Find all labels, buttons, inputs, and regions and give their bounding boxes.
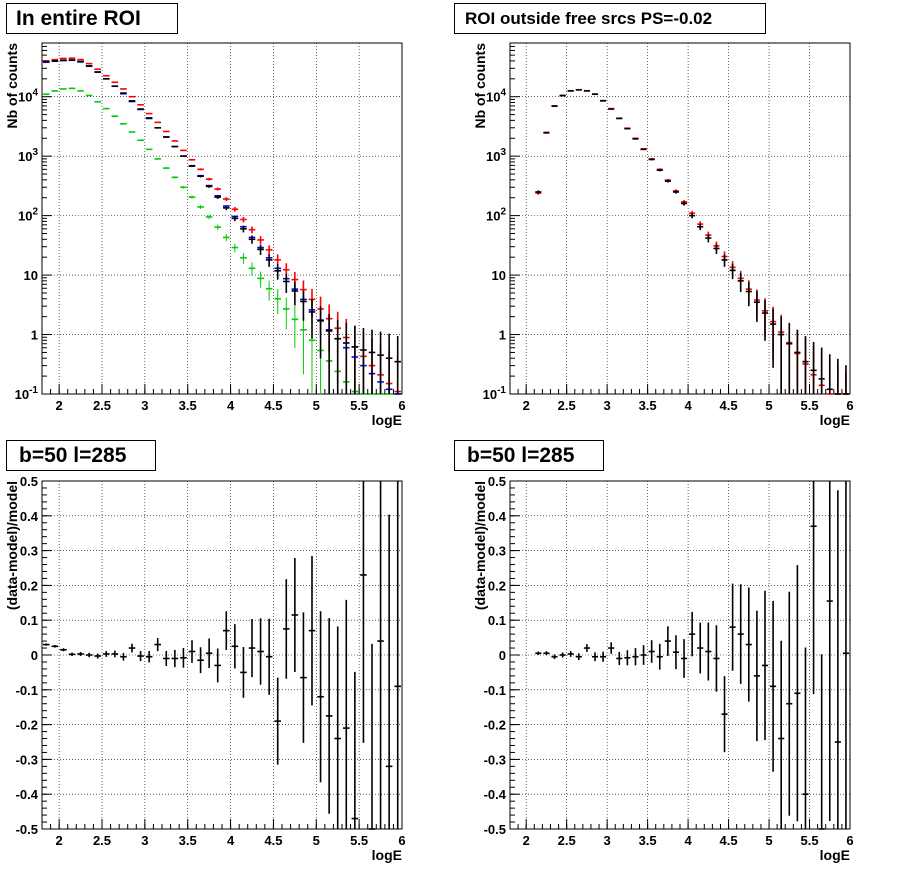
- x-tick-label: 4.5: [720, 833, 738, 848]
- x-tick-label: 4: [227, 398, 235, 413]
- y-tick-label: -0.5: [16, 822, 38, 837]
- x-tick-label: 6: [398, 833, 405, 848]
- x-tick-label: 5: [765, 398, 772, 413]
- x-tick-label: 3: [604, 398, 611, 413]
- x-tick-label: 4.5: [720, 398, 738, 413]
- x-tick-label: 2.5: [558, 398, 576, 413]
- x-tick-label: 4.5: [264, 398, 282, 413]
- x-axis-label: logE: [372, 847, 402, 863]
- panel-title-2: ROI outside free srcs PS=-0.02: [454, 3, 766, 34]
- x-tick-label: 6: [846, 398, 853, 413]
- y-tick-label: 0: [499, 648, 506, 663]
- y-tick-label: 10-1: [15, 385, 39, 402]
- x-tick-label: 2: [56, 833, 63, 848]
- y-tick-label: 0.4: [20, 509, 39, 524]
- y-tick-label: -0.1: [484, 683, 506, 698]
- y-tick-label: -0.2: [484, 718, 506, 733]
- y-tick-label: 10-1: [483, 385, 507, 402]
- y-tick-label: 0.2: [488, 578, 506, 593]
- y-tick-label: 0.3: [488, 544, 506, 559]
- panel-title-3: b=50 l=285: [6, 440, 156, 471]
- y-tick-label: 104: [486, 88, 506, 105]
- y-tick-label: 103: [18, 147, 38, 164]
- panel-3: [41, 480, 403, 830]
- x-axis-label: logE: [820, 847, 850, 863]
- x-tick-label: 2: [523, 833, 530, 848]
- y-tick-label: 104: [18, 88, 38, 105]
- x-tick-label: 5: [313, 833, 320, 848]
- x-tick-label: 4: [227, 833, 235, 848]
- y-tick-label: 0.1: [20, 613, 38, 628]
- x-tick-label: 5: [765, 833, 772, 848]
- plot-frame: [41, 42, 403, 395]
- x-tick-label: 3.5: [179, 833, 197, 848]
- x-tick-label: 3.5: [179, 398, 197, 413]
- y-axis-label: (data-model)/model: [4, 481, 20, 610]
- y-tick-label: 0.2: [20, 578, 38, 593]
- panel-title-4: b=50 l=285: [454, 440, 604, 471]
- y-tick-label: -0.2: [16, 718, 38, 733]
- y-tick-label: 102: [18, 207, 38, 224]
- x-tick-label: 2.5: [93, 398, 111, 413]
- x-tick-label: 4: [684, 398, 692, 413]
- x-tick-label: 2: [523, 398, 530, 413]
- panel-title-1: In entire ROI: [6, 3, 178, 34]
- x-axis-label: logE: [820, 412, 850, 428]
- y-tick-label: -0.1: [16, 683, 38, 698]
- y-tick-label: 0.4: [488, 509, 507, 524]
- x-tick-label: 4.5: [264, 833, 282, 848]
- y-tick-label: -0.4: [16, 787, 39, 802]
- x-tick-label: 6: [398, 398, 405, 413]
- y-tick-label: -0.4: [484, 787, 507, 802]
- y-tick-label: 10: [492, 268, 506, 283]
- x-tick-label: 5.5: [800, 398, 818, 413]
- x-tick-label: 3.5: [639, 833, 657, 848]
- y-tick-label: 0.5: [20, 474, 38, 489]
- y-axis-label: Nb of counts: [472, 43, 488, 129]
- y-axis-label: Nb of counts: [4, 43, 20, 129]
- x-tick-label: 5.5: [350, 833, 368, 848]
- panel-1: [41, 42, 403, 395]
- x-tick-label: 3: [141, 833, 148, 848]
- y-tick-label: 103: [486, 147, 506, 164]
- x-tick-label: 2.5: [93, 833, 111, 848]
- x-tick-label: 5: [313, 398, 320, 413]
- y-tick-label: -0.3: [484, 752, 506, 767]
- y-tick-label: 1: [31, 328, 38, 343]
- panel-2: [509, 42, 851, 395]
- y-tick-label: 0.1: [488, 613, 506, 628]
- y-tick-label: 10: [24, 268, 38, 283]
- x-tick-label: 6: [846, 833, 853, 848]
- panel-4: [509, 480, 851, 830]
- x-tick-label: 5.5: [350, 398, 368, 413]
- y-tick-label: 0.3: [20, 544, 38, 559]
- y-tick-label: 1: [499, 328, 506, 343]
- x-axis-label: logE: [372, 412, 402, 428]
- x-tick-label: 5.5: [800, 833, 818, 848]
- x-tick-label: 3.5: [639, 398, 657, 413]
- y-tick-label: 102: [486, 207, 506, 224]
- y-axis-label: (data-model)/model: [472, 481, 488, 610]
- x-tick-label: 2.5: [558, 833, 576, 848]
- x-tick-label: 2: [56, 398, 63, 413]
- x-tick-label: 3: [604, 833, 611, 848]
- y-tick-label: 0: [31, 648, 38, 663]
- y-tick-label: -0.3: [16, 752, 38, 767]
- x-tick-label: 4: [684, 833, 692, 848]
- y-tick-label: -0.5: [484, 822, 506, 837]
- x-tick-label: 3: [141, 398, 148, 413]
- y-tick-label: 0.5: [488, 474, 506, 489]
